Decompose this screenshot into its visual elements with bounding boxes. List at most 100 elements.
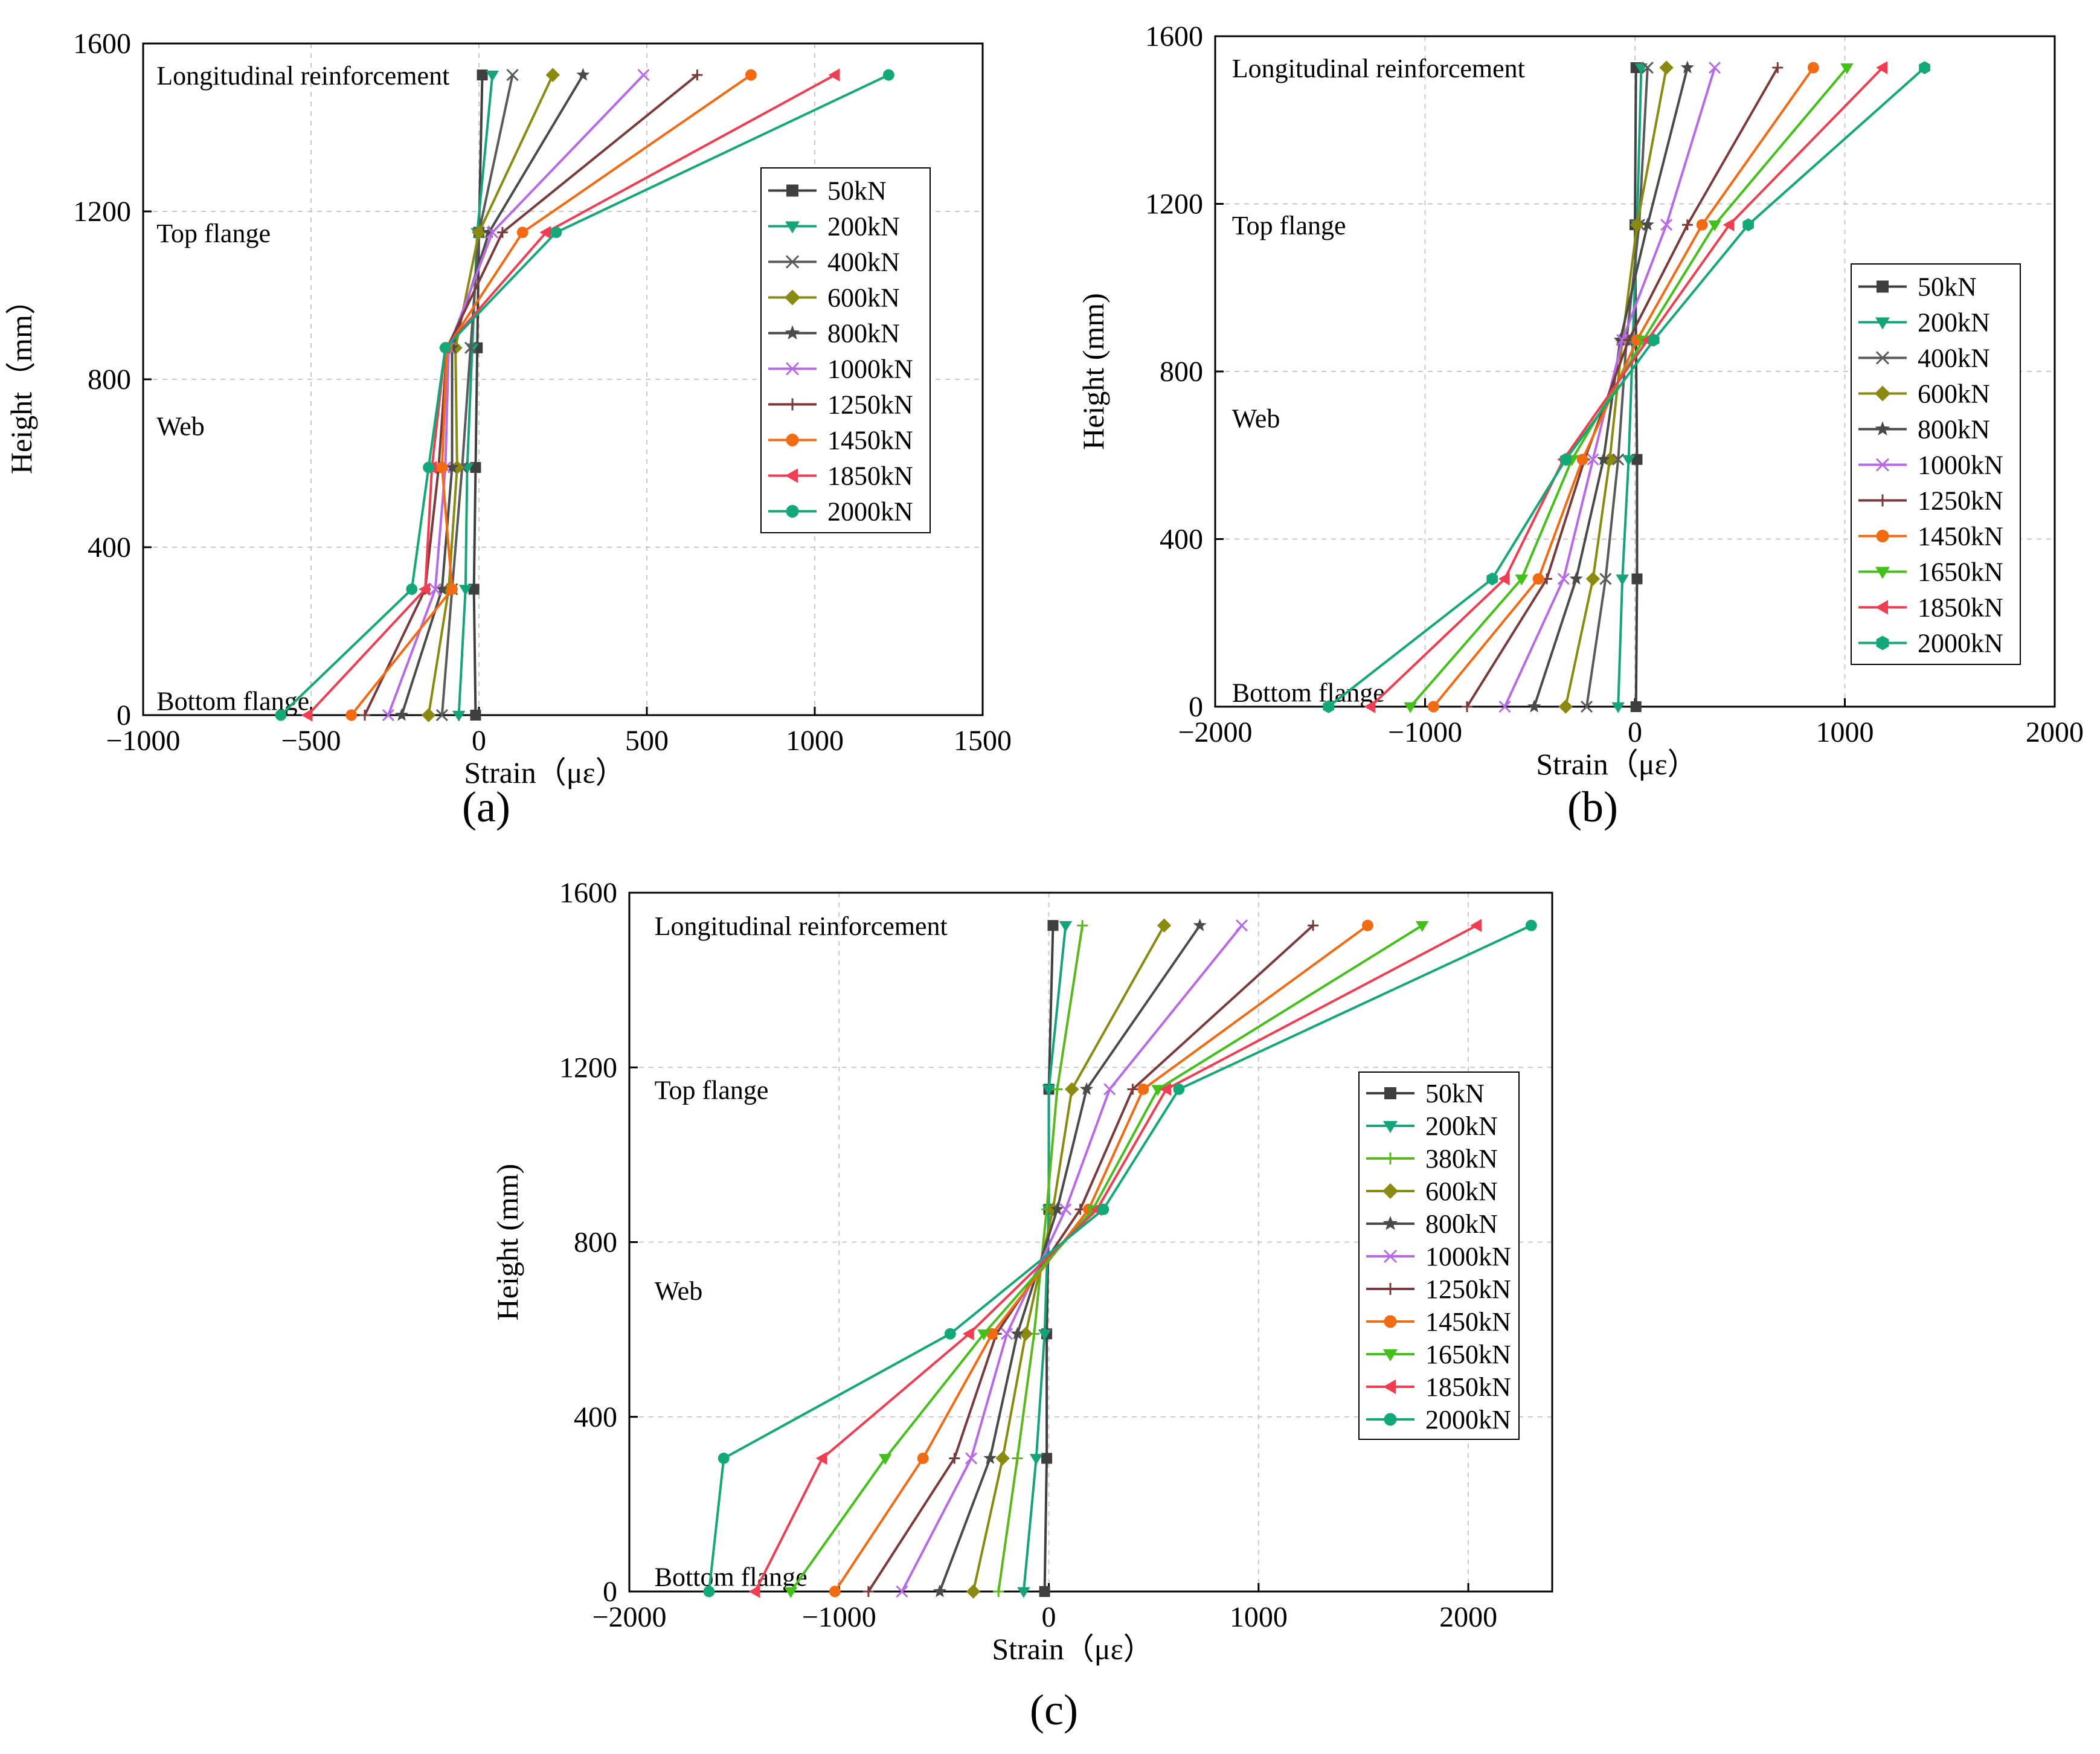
series-line (472, 75, 484, 716)
data-point (506, 69, 519, 82)
data-point (718, 1452, 730, 1464)
legend-label: 50kN (827, 176, 887, 206)
data-point (1527, 699, 1541, 713)
data-point (1515, 574, 1529, 586)
data-point (1708, 61, 1721, 74)
data-point (745, 69, 757, 81)
series-1450kN (829, 919, 1373, 1598)
data-point (1079, 1082, 1094, 1095)
legend-marker (1875, 567, 1890, 579)
x-tick-label: 1000 (1230, 1601, 1288, 1633)
data-point (1097, 1203, 1109, 1215)
panel-label: (c) (1030, 1686, 1078, 1734)
x-tick-label: 0 (1042, 1601, 1056, 1633)
data-point (862, 1586, 874, 1597)
x-axis-label: Strain（με） (992, 1632, 1153, 1666)
data-point (477, 69, 488, 81)
data-point (1038, 1329, 1052, 1341)
legend-label: 200kN (1918, 308, 1990, 338)
legend-marker (1383, 1349, 1398, 1361)
series-line (1503, 67, 1716, 707)
data-point (1613, 333, 1627, 346)
data-point (977, 1329, 991, 1341)
data-point (1576, 454, 1588, 466)
series-1850kN (748, 919, 1482, 1598)
data-point (1742, 218, 1755, 231)
legend-label: 1450kN (1918, 522, 2003, 551)
series-line (707, 924, 1532, 1592)
data-point (692, 69, 703, 81)
data-point (458, 585, 472, 596)
legend-marker (1384, 1152, 1396, 1165)
data-point (1127, 1084, 1138, 1095)
region-annotation: Top flange (156, 219, 271, 248)
region-annotation: Longitudinal reinforcement (1232, 54, 1525, 83)
series-line (457, 74, 494, 716)
data-point (1235, 919, 1248, 932)
legend-marker (785, 468, 798, 483)
data-point (1708, 220, 1721, 231)
data-point (496, 226, 508, 238)
legend-marker (1383, 1121, 1398, 1133)
region-annotation: Top flange (1232, 211, 1346, 240)
data-point (1047, 920, 1059, 931)
data-point (1059, 921, 1073, 933)
series-line (440, 74, 514, 716)
data-point (1596, 452, 1611, 466)
data-point (436, 461, 448, 474)
region-annotation: Web (156, 411, 205, 441)
data-point (1160, 1082, 1172, 1096)
region-annotation: Bottom flange (655, 1563, 808, 1592)
series-line (1564, 67, 1668, 707)
data-point (576, 68, 590, 81)
series-1000kN (1498, 61, 1721, 713)
legend-label: 600kN (1425, 1177, 1498, 1206)
data-point (468, 583, 480, 595)
series-1850kN (301, 68, 840, 722)
y-axis-label: Height (mm) (1076, 293, 1110, 450)
legend-marker (1875, 600, 1888, 615)
data-point (1029, 1454, 1043, 1465)
data-point (1772, 62, 1784, 74)
legend-label: 1450kN (827, 426, 913, 455)
data-point (784, 1587, 798, 1598)
x-tick-label: −500 (281, 725, 341, 757)
data-point (435, 708, 448, 722)
data-point (1807, 62, 1819, 74)
series-1650kN (1404, 63, 1854, 713)
region-annotation: Web (655, 1276, 703, 1306)
legend-label: 800kN (827, 319, 900, 349)
data-point (917, 1452, 929, 1464)
legend-marker (1875, 421, 1890, 436)
legend-marker (1383, 1249, 1398, 1264)
legend-box (760, 167, 931, 533)
data-point (539, 225, 551, 239)
data-point (1415, 921, 1429, 933)
data-point (1498, 700, 1511, 713)
series-line (789, 924, 1423, 1593)
x-tick-label: −2000 (1178, 716, 1252, 748)
data-point (1498, 572, 1510, 586)
series-line (1585, 67, 1649, 707)
data-point (275, 709, 287, 721)
data-point (470, 710, 481, 721)
x-axis-label: Strain（με） (1536, 747, 1697, 781)
series-1250kN (862, 920, 1319, 1597)
x-tick-label: 0 (472, 725, 486, 757)
y-tick-label: 1200 (73, 196, 131, 228)
data-point (1723, 218, 1735, 231)
series-2000kN (275, 69, 894, 721)
data-point (1018, 1326, 1033, 1341)
data-point (1404, 702, 1417, 713)
data-point (1630, 701, 1642, 712)
x-tick-label: 1000 (786, 725, 844, 757)
data-point (419, 582, 431, 596)
legend-marker (785, 289, 800, 306)
data-point (435, 582, 449, 595)
x-tick-label: −1000 (1388, 716, 1462, 748)
data-point (1587, 453, 1599, 466)
data-point (748, 1585, 760, 1598)
legend-marker (1382, 1216, 1398, 1230)
data-point (445, 460, 459, 474)
